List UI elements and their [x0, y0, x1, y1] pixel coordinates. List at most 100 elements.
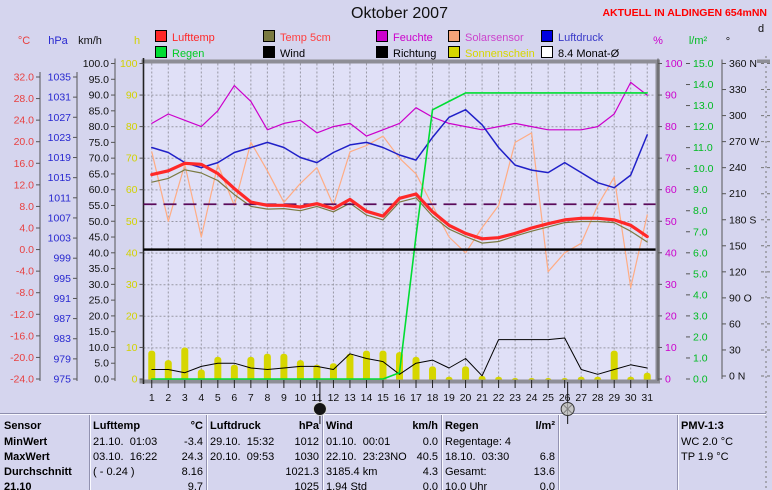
- axis-label: 8.0: [19, 201, 34, 213]
- legend-swatch-regen: [155, 46, 167, 58]
- table-cell: MaxWert: [4, 451, 50, 463]
- axis-label: 1003: [48, 233, 72, 245]
- axis-label: 999: [53, 253, 71, 265]
- axis-label: 9.0: [693, 184, 708, 196]
- axis-label: 30: [625, 392, 637, 404]
- axis-label: 23: [509, 392, 521, 404]
- table-cell: 1012: [294, 436, 319, 448]
- legend-label: Sonnenschein: [465, 48, 535, 60]
- table-cell: 3185.4 km: [326, 466, 378, 478]
- axis-label: 20: [665, 310, 677, 322]
- table-cell: 29.10. 15:32: [210, 436, 275, 448]
- axis-label: 150: [729, 240, 747, 252]
- axis-label: 50: [665, 216, 677, 228]
- axis-label: 11: [311, 392, 322, 404]
- axis-label: 70.0: [89, 153, 110, 165]
- legend-label: Regen: [172, 48, 205, 60]
- axis-label: -12.0: [10, 309, 34, 321]
- axis-label: °: [726, 36, 730, 48]
- axis-label: 0.0: [94, 374, 109, 386]
- legend-item-monatavg[interactable]: 8.4 Monat-Ø: [541, 46, 619, 60]
- station-label: AKTUELL IN ALDINGEN 654mNN: [602, 7, 767, 19]
- axis-label: 0: [665, 374, 671, 386]
- table-cell: ( - 0.24 ): [93, 466, 135, 478]
- axis-label: 60: [665, 184, 677, 196]
- table-cell: 21.10. 01:03: [93, 436, 158, 448]
- legend-label: Wind: [280, 48, 306, 60]
- axis-label: 10: [295, 392, 307, 404]
- axis-label: 24.0: [14, 115, 35, 127]
- axis-label: -8.0: [16, 287, 34, 299]
- legend-label: Feuchte: [393, 32, 433, 44]
- legend-item-temp5cm[interactable]: Temp 5cm: [263, 30, 331, 44]
- axis-label: 60: [126, 184, 138, 196]
- axis-label: 60: [729, 318, 741, 330]
- legend-label: Temp 5cm: [280, 32, 331, 44]
- gridlines: [143, 63, 656, 380]
- axis-label: 1011: [48, 192, 71, 204]
- axis-label: 29: [608, 392, 620, 404]
- axis-label: 120: [729, 266, 747, 278]
- legend-item-solarsensor[interactable]: Solarsensor: [448, 30, 524, 44]
- legend-item-lufttemp[interactable]: Lufttemp: [155, 30, 215, 44]
- axis-label: 8: [264, 392, 270, 404]
- table-column-divider: [677, 415, 678, 490]
- axis-label: 75.0: [89, 137, 110, 149]
- axis-label: 210: [729, 188, 747, 200]
- axis-label: 7.0: [693, 226, 708, 238]
- axis-label: -24.0: [10, 374, 34, 386]
- legend-item-sonnenschein[interactable]: Sonnenschein: [448, 46, 535, 60]
- table-column-divider: [441, 415, 442, 490]
- series-temp5cm: [151, 169, 648, 244]
- table-cell: 0.0: [422, 436, 438, 448]
- axis-label: 26: [559, 392, 571, 404]
- axis-label: 70: [126, 153, 138, 165]
- table-cell: 1.94 Std: [326, 481, 367, 490]
- axis-label: 30: [665, 279, 677, 291]
- legend-item-wind[interactable]: Wind: [263, 46, 306, 60]
- axis-label: 15.0: [89, 326, 110, 338]
- axis-label: h: [134, 35, 140, 47]
- axis-label: 10.0: [89, 342, 110, 354]
- axis-label: 2.0: [693, 331, 708, 343]
- axis-label: 0.0: [19, 244, 34, 256]
- table-cell: 0.0: [422, 481, 438, 490]
- table-cell: 24.3: [181, 451, 203, 463]
- axis-label: 360 N: [729, 58, 757, 70]
- table-top-divider: [0, 414, 766, 415]
- plot-area[interactable]: [143, 60, 656, 380]
- table-column-divider: [442, 415, 443, 490]
- table-cell: Luftdruck: [210, 420, 261, 432]
- legend-swatch-sonnenschein: [448, 46, 460, 58]
- axis-label: 5: [215, 392, 221, 404]
- series-sonnenschein: [148, 347, 651, 380]
- table-column-divider: [558, 415, 559, 490]
- table-top-divider: [0, 413, 766, 414]
- legend-label: Luftdruck: [558, 32, 604, 44]
- legend-item-feuchte[interactable]: Feuchte: [376, 30, 433, 44]
- axis-label: 16: [394, 392, 406, 404]
- series-lufttemp: [150, 161, 649, 241]
- axis-label: 983: [53, 333, 71, 345]
- legend-item-richtung[interactable]: Richtung: [376, 46, 437, 60]
- table-cell: km/h: [412, 420, 438, 432]
- axis-label: 11.0: [693, 142, 713, 154]
- legend-item-regen[interactable]: Regen: [155, 46, 205, 60]
- axis-label: km/h: [78, 35, 102, 47]
- axis-label: 4.0: [19, 223, 34, 235]
- axis-label: 32.0: [14, 72, 35, 84]
- axis-label: 12: [328, 392, 340, 404]
- axis-label: 28: [592, 392, 604, 404]
- axis-label: 10: [126, 342, 138, 354]
- series-feuchte: [151, 81, 648, 137]
- table-cell: -3.4: [184, 436, 203, 448]
- table-cell: Durchschnitt: [4, 466, 72, 478]
- axis-label: 10: [665, 342, 677, 354]
- legend-label: Richtung: [393, 48, 437, 60]
- axis-label: 17: [410, 392, 422, 404]
- legend-item-luftdruck[interactable]: Luftdruck: [541, 30, 604, 44]
- legend-swatch-temp5cm: [263, 30, 275, 42]
- axis-label: 13.0: [693, 100, 714, 112]
